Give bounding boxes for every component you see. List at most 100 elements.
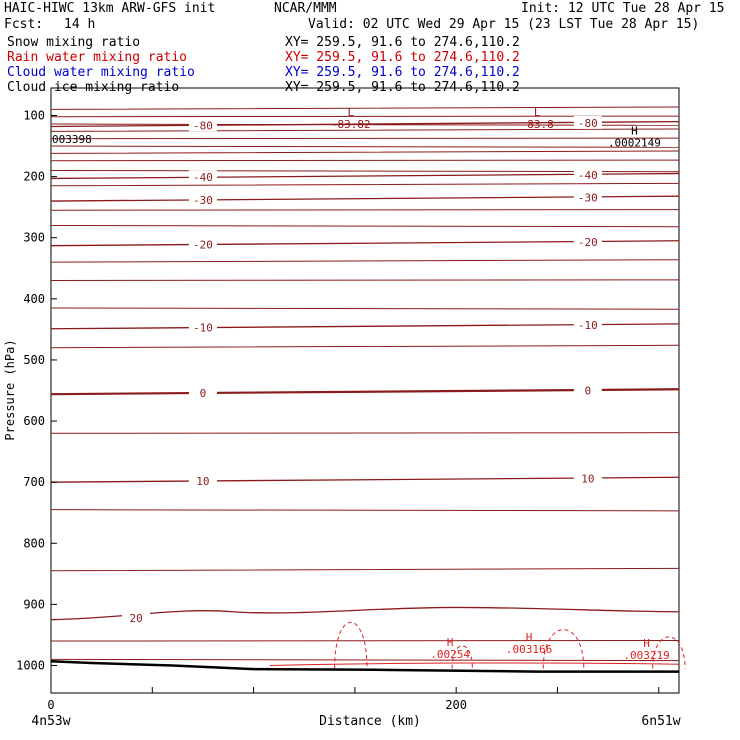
isentrope-line: [50, 279, 680, 281]
isentrope-line: [50, 182, 680, 187]
rain-contour: [269, 662, 680, 666]
y-tick-label: 1000: [16, 659, 45, 673]
contour-label-bg: [188, 170, 217, 184]
isentrope-line: [50, 639, 680, 642]
y-tick-label: 400: [23, 292, 45, 306]
forecast-label: Fcst:: [4, 17, 44, 32]
contour-label: -10: [578, 319, 598, 332]
contour-label: -30: [578, 191, 598, 204]
contour-label: 20: [129, 612, 142, 625]
isentrope-line: [50, 159, 680, 162]
terrain-line: [50, 659, 679, 673]
isentrope-line: [50, 225, 680, 228]
x-endpoint-right: 6n51w: [641, 714, 680, 729]
contour-label: 0: [585, 385, 592, 398]
valid-time: Valid: 02 UTC Wed 29 Apr 15 (23 LST Tue …: [308, 17, 700, 32]
rain-contour: [652, 636, 686, 669]
temperature-contours: -80 -80 -40 -40 -30 -30 -20 -20 -10 -10 0 0 10 10 20: [50, 115, 680, 625]
extremum-kind: L: [534, 106, 541, 119]
isentrope-line: [50, 137, 680, 140]
terrain-line: [50, 659, 679, 673]
contour-label: -80: [193, 119, 213, 132]
field-xy-rain: XY= 259.5, 91.6 to 274.6,110.2: [285, 50, 520, 65]
extremum-value: .00254: [430, 648, 470, 661]
temperature-contour: [50, 606, 680, 621]
extremum-kind: H: [643, 637, 650, 650]
forecast-value: 14 h: [64, 17, 96, 32]
extremum-value: -83.82: [331, 118, 371, 131]
contour-label: -10: [193, 322, 213, 335]
x-tick-label: 0: [47, 698, 54, 712]
y-tick-label: 300: [23, 231, 45, 245]
contour-label-bg: [573, 190, 602, 204]
contour-label-bg: [573, 167, 602, 181]
contour-label: 10: [196, 475, 209, 488]
contour-label-bg: [573, 471, 602, 485]
contour-label: -30: [193, 194, 213, 207]
contour-label: -20: [193, 238, 213, 251]
contour-label-bg: [188, 385, 217, 399]
y-tick-label: 600: [23, 414, 45, 428]
model-title: HAIC-HIWC 13km ARW-GFS init: [4, 1, 216, 16]
x-tick-label: 200: [445, 698, 467, 712]
isentrope-line: [50, 128, 680, 132]
y-tick-label: 500: [23, 353, 45, 367]
y-tick-label: 800: [23, 536, 45, 550]
isentrope-line: [50, 145, 680, 148]
isentrope-line: [50, 567, 680, 572]
rain-contour: [334, 622, 368, 669]
init-time: Init: 12 UTC Tue 28 Apr 15: [521, 1, 725, 16]
extremum-value: -83.8: [521, 118, 554, 131]
extremum-value: .003166: [506, 643, 552, 656]
isentrope-line: [50, 106, 680, 110]
isentrope-line: [50, 344, 680, 349]
contour-label-bg: [573, 318, 602, 332]
rain-contour: [542, 629, 585, 669]
contour-label-bg: [188, 320, 217, 334]
plot-frame: [50, 87, 680, 694]
contour-label-bg: [122, 610, 151, 624]
isentrope-line: [50, 307, 680, 310]
contour-label-bg: [188, 473, 217, 487]
rain-contours: [269, 622, 686, 669]
extremum-value: .003219: [623, 649, 669, 662]
extremum-kind: L: [348, 106, 355, 119]
isentrope-line: [50, 509, 680, 512]
field-name-snow: Snow mixing ratio: [7, 35, 141, 50]
extremum-value: .0002149: [608, 136, 661, 149]
y-tick-label: 700: [23, 475, 45, 489]
x-endpoint-left: 4n53w: [31, 714, 70, 729]
contour-label-bg: [573, 115, 602, 129]
isentrope-line: [50, 209, 680, 211]
contour-label-bg: [573, 235, 602, 248]
contour-label-bg: [573, 383, 602, 397]
field-xy-snow: XY= 259.5, 91.6 to 274.6,110.2: [285, 35, 520, 50]
field-name-cloud-water: Cloud water mixing ratio: [7, 65, 195, 80]
field-name-rain: Rain water mixing ratio: [7, 50, 188, 65]
org-label: NCAR/MMM: [274, 1, 337, 16]
extremum-kind: H: [447, 636, 454, 649]
rain-contour: [451, 645, 473, 669]
contour-label-bg: [188, 118, 217, 132]
y-tick-label: 100: [23, 109, 45, 123]
contour-label: -40: [578, 169, 598, 182]
isentrope-line: [50, 432, 680, 434]
edge-value: 003398: [52, 133, 92, 146]
y-axis-label: Pressure (hPa): [3, 339, 17, 440]
isentrope-line: [50, 658, 680, 662]
extremum-kind: H: [526, 631, 533, 644]
contour-label: -80: [578, 117, 598, 130]
contour-label: 10: [581, 473, 594, 486]
field-xy-cloud-water: XY= 259.5, 91.6 to 274.6,110.2: [285, 65, 520, 80]
contour-label: 0: [200, 387, 207, 400]
contour-label-bg: [188, 237, 217, 251]
y-tick-label: 200: [23, 170, 45, 184]
contour-label: -40: [193, 171, 213, 184]
isentrope-line: [50, 259, 680, 263]
isentrope-lines: [50, 106, 680, 662]
y-tick-label: 900: [23, 597, 45, 611]
x-axis-label: Distance (km): [319, 714, 421, 729]
